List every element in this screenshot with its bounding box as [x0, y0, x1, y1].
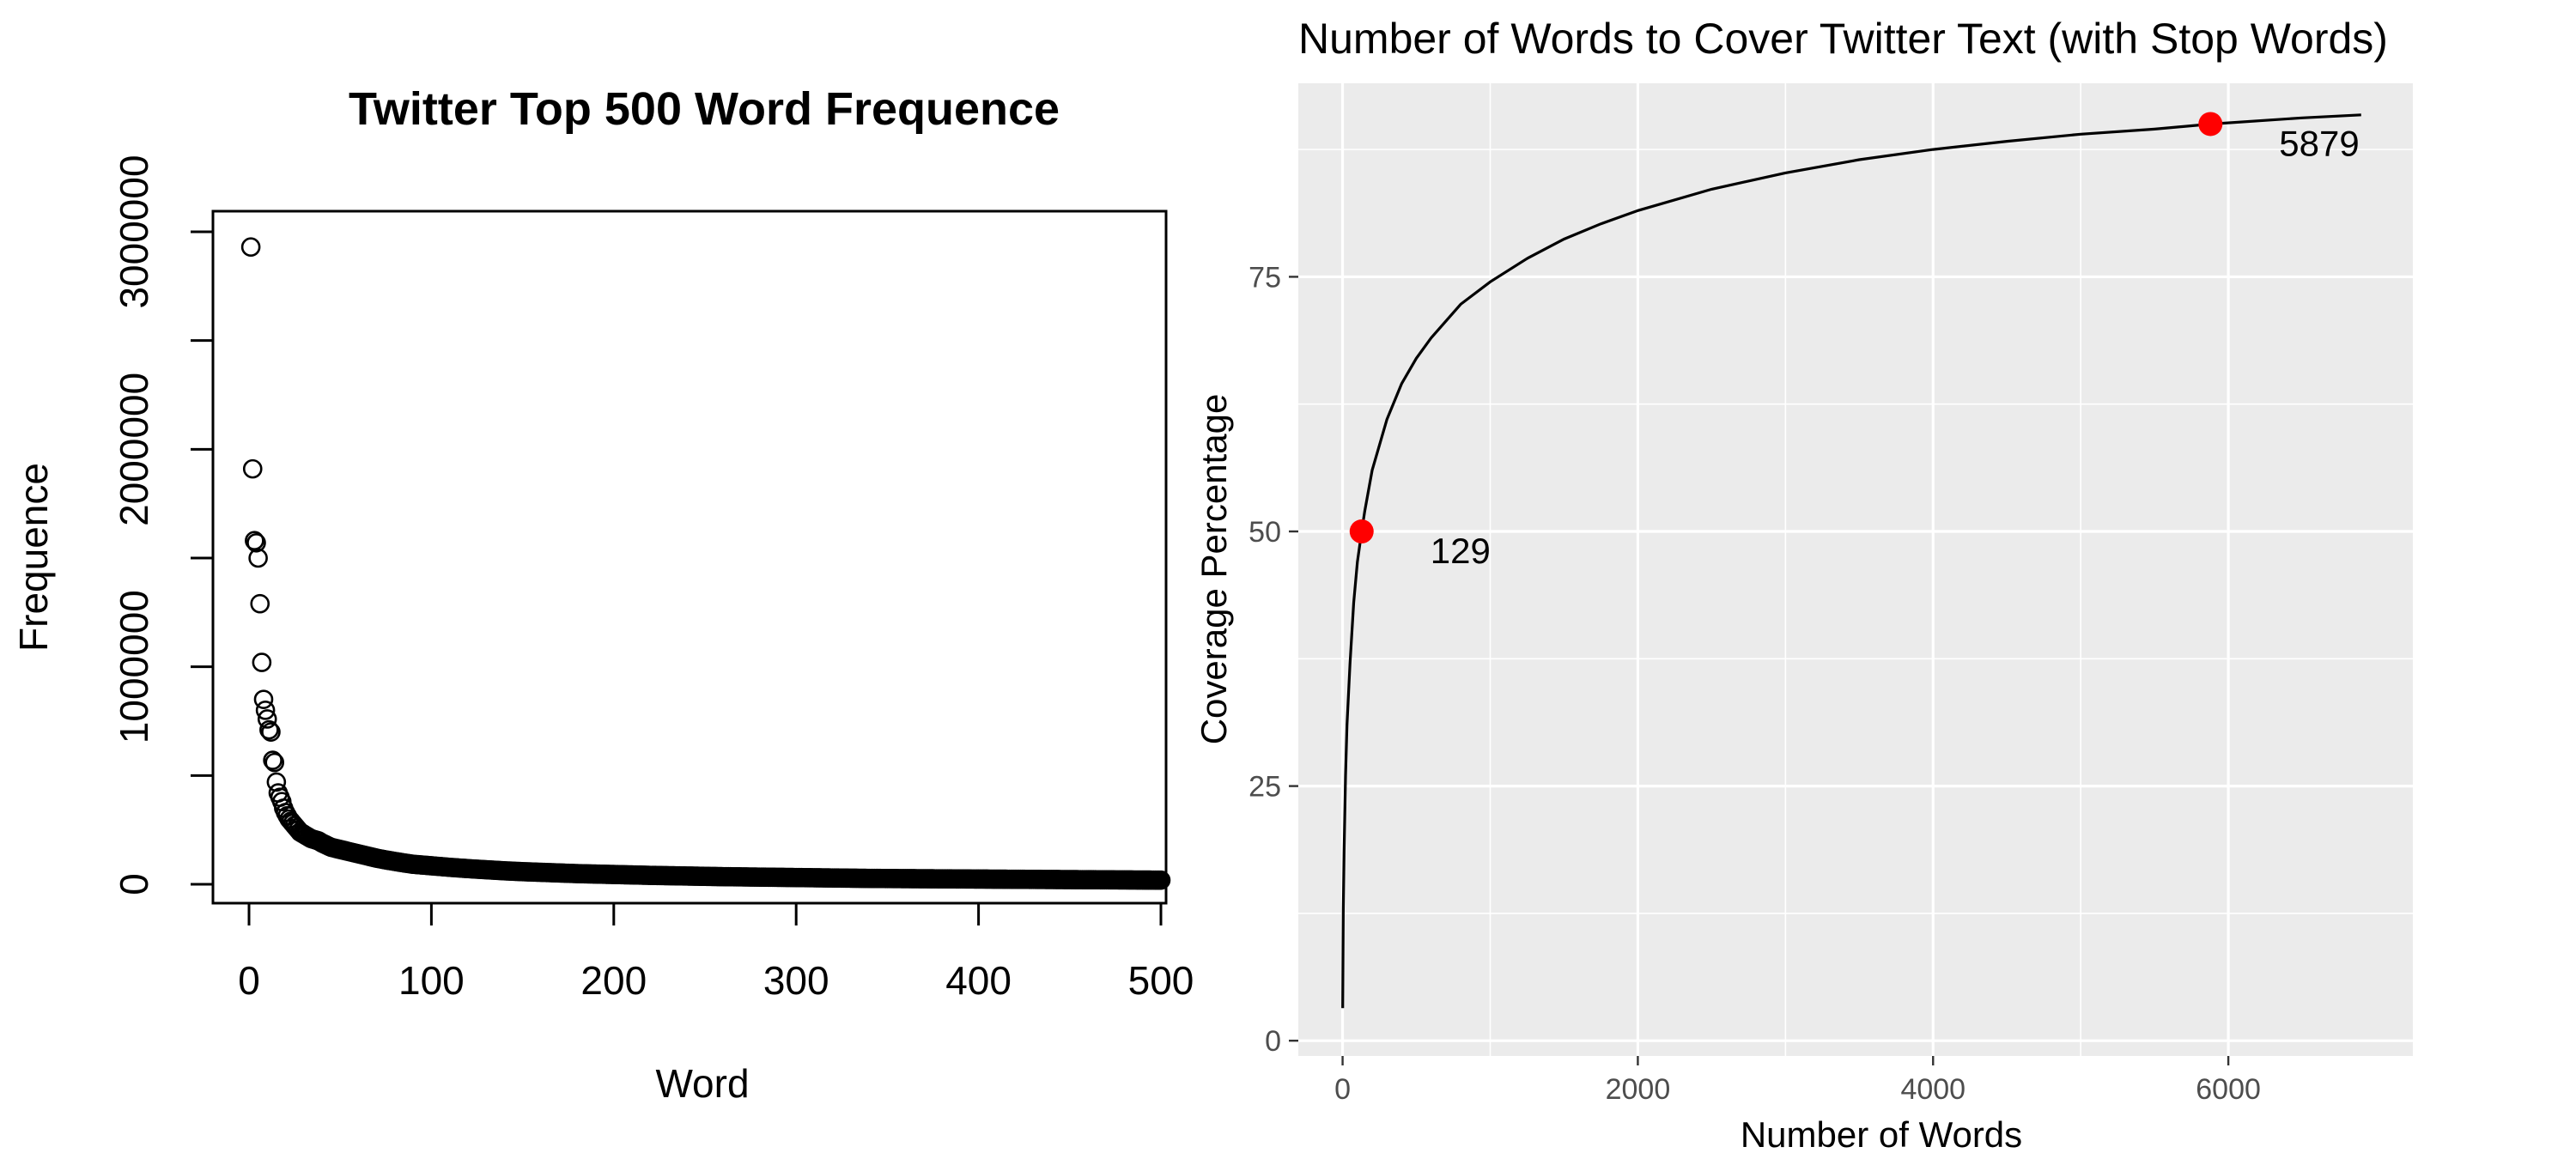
scatter-point: [250, 593, 270, 614]
right-chart-title: Number of Words to Cover Twitter Text (w…: [1298, 15, 2388, 63]
scatter-point: [257, 709, 277, 729]
highlight-point: [2198, 112, 2223, 137]
left-y-tick-label: 2000000: [112, 373, 156, 526]
left-y-axis: 0 1000000 2000000 3000000: [112, 155, 215, 895]
right-x-tick-label: 6000: [2196, 1073, 2261, 1106]
right-y-tick-label: 75: [1249, 261, 1281, 294]
right-x-axis-label: Number of Words: [1741, 1114, 2022, 1155]
highlight-point-label: 5879: [2279, 123, 2359, 163]
scatter-point: [252, 652, 272, 672]
left-x-axis: 0 100 200 300 400 500: [238, 901, 1194, 1003]
left-y-tick-label: 0: [112, 873, 156, 895]
right-coverage-line: [1341, 113, 2361, 1009]
left-x-axis-label: Word: [655, 1061, 749, 1106]
left-chart: Twitter Top 500 Word Frequence 0 100 200 30…: [11, 83, 1194, 1106]
left-x-tick-label: 500: [1128, 958, 1194, 1003]
left-x-tick-label: 200: [580, 958, 647, 1003]
scatter-point: [248, 548, 268, 568]
scatter-point: [261, 722, 281, 742]
left-x-tick-label: 100: [398, 958, 465, 1003]
left-x-tick-label: 0: [238, 958, 260, 1003]
left-scatter-points: [240, 237, 1171, 890]
left-y-axis-label: Frequence: [11, 463, 56, 652]
left-y-tick-label: 3000000: [112, 155, 156, 308]
scatter-point: [263, 750, 283, 770]
scatter-point: [264, 752, 285, 773]
right-y-axis: 0 25 50 75: [1249, 261, 1298, 1058]
right-chart: Number of Words to Cover Twitter Text (w…: [1194, 15, 2413, 1155]
right-x-axis: 0 2000 4000 6000: [1334, 1056, 2261, 1106]
right-grid: [1298, 83, 2413, 1056]
highlight-point: [1349, 519, 1374, 544]
scatter-point: [255, 701, 276, 720]
left-chart-title: Twitter Top 500 Word Frequence: [349, 83, 1060, 135]
right-x-tick-label: 4000: [1900, 1073, 1965, 1106]
scatter-point: [242, 458, 263, 479]
left-x-tick-label: 300: [763, 958, 829, 1003]
right-x-tick-label: 0: [1334, 1073, 1351, 1106]
highlight-point-label: 129: [1431, 531, 1491, 571]
right-y-axis-label: Coverage Percentage: [1194, 394, 1234, 745]
left-plot-frame: [211, 209, 1168, 905]
right-y-tick-label: 25: [1249, 771, 1281, 804]
right-y-tick-label: 0: [1265, 1025, 1281, 1058]
right-y-tick-label: 50: [1249, 516, 1281, 549]
scatter-point: [246, 532, 266, 553]
scatter-point: [259, 719, 279, 740]
right-highlight-points: 129 5879: [1349, 112, 2360, 571]
left-y-tick-label: 1000000: [112, 590, 156, 743]
right-x-tick-label: 2000: [1606, 1073, 1671, 1106]
scatter-point: [240, 237, 261, 258]
left-x-tick-label: 400: [945, 958, 1012, 1003]
scatter-point: [1151, 870, 1171, 890]
scatter-point: [253, 689, 274, 709]
